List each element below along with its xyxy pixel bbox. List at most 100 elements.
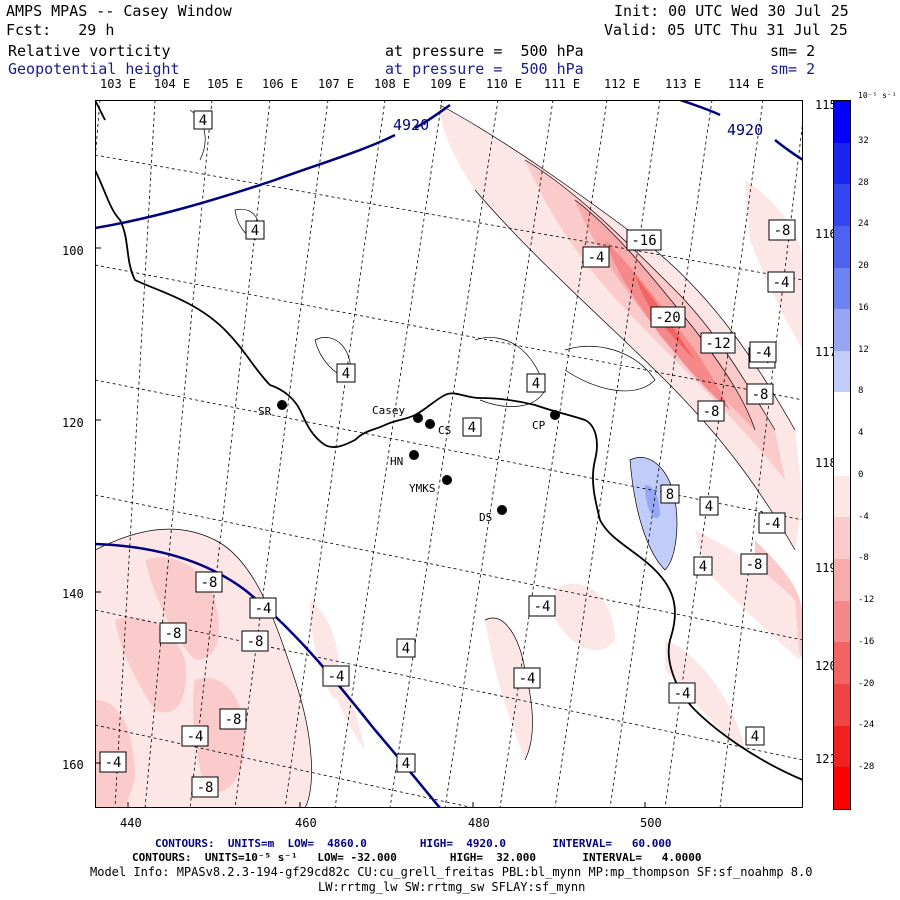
colorbar-swatch xyxy=(834,309,850,351)
vort-label: -4 xyxy=(255,601,272,617)
vort-label: -8 xyxy=(703,404,720,420)
vort-label: -4 xyxy=(764,516,781,532)
station-label-sr: SR xyxy=(258,405,272,418)
station-marker-ds xyxy=(497,505,507,515)
vort-label: -4 xyxy=(105,755,122,771)
station-marker-hn xyxy=(409,450,419,460)
vort-label: -8 xyxy=(165,626,182,642)
vort-label: -4 xyxy=(755,345,772,361)
colorbar-label: -24 xyxy=(858,720,875,731)
station-label-cs: CS xyxy=(438,424,451,437)
vort-label: -8 xyxy=(197,780,214,796)
station-marker-cs xyxy=(425,419,435,429)
lon-label: 110 E xyxy=(486,77,523,91)
map-plot: 4920 4920 4 4 4 4 4 4 4 4 4 4 8 -4 -4 -4… xyxy=(95,100,803,808)
colorbar-label: 12 xyxy=(858,344,869,355)
colorbar-swatch xyxy=(834,725,850,768)
station-label-ds: DS xyxy=(479,511,492,524)
vort-label: -4 xyxy=(534,599,551,615)
colorbar-label: 24 xyxy=(858,219,869,230)
vort-label: -16 xyxy=(631,233,656,249)
valid-time: Valid: 05 UTC Thu 31 Jul 25 xyxy=(604,21,848,39)
colorbar-label: 28 xyxy=(858,177,869,188)
vort-label: -8 xyxy=(752,387,769,403)
vort-label: 4 xyxy=(402,756,410,772)
colorbar-swatch xyxy=(834,350,850,393)
colorbar-label: -8 xyxy=(858,553,869,564)
lon-label: 103 E xyxy=(100,77,137,91)
colorbar-swatch xyxy=(834,517,850,560)
colorbar-label: 4 xyxy=(858,428,864,439)
field1-sm: sm= 2 xyxy=(770,42,816,60)
vort-label: -4 xyxy=(773,275,790,291)
stations: SR Casey CS HN YMKS CP DS xyxy=(258,400,560,524)
vort-label: -8 xyxy=(201,575,218,591)
vort-label: 4 xyxy=(199,113,207,129)
field1-level: at pressure = 500 hPa xyxy=(385,42,584,60)
forecast-hour: Fcst: 29 h xyxy=(6,21,115,39)
lon-label: 105 E xyxy=(207,77,244,91)
lon-label: 109 E xyxy=(430,77,467,91)
lon-label: 106 E xyxy=(262,77,299,91)
height-contour-label: 4920 xyxy=(727,121,763,139)
colorbar-swatch xyxy=(834,225,850,268)
map-frame xyxy=(95,100,803,808)
lon-label: 113 E xyxy=(665,77,702,91)
vorticity-patch xyxy=(485,618,533,760)
vorticity-labels: 4 4 4 4 4 4 4 4 4 4 8 -4 -4 -4 -4 -4 -4 … xyxy=(99,110,796,798)
x-tick-label: 500 xyxy=(640,816,662,830)
colorbar-label: -16 xyxy=(858,636,875,647)
station-marker-sr xyxy=(277,400,287,410)
colorbar-label: 8 xyxy=(858,386,864,397)
lon-label: 112 E xyxy=(604,77,641,91)
colorbar-label: -4 xyxy=(858,511,869,522)
station-marker-casey xyxy=(413,413,423,423)
colorbar-swatch xyxy=(834,767,850,809)
vort-label: 4 xyxy=(705,499,713,515)
colorbar-label: 20 xyxy=(858,261,869,272)
vort-label: -8 xyxy=(774,223,791,239)
coastline xyxy=(95,100,803,781)
x-tick-label: 460 xyxy=(295,816,317,830)
model-info: Model Info: MPASv8.2.3-194-gf29cd82c CU:… xyxy=(90,865,813,879)
axis-ticks xyxy=(95,247,646,808)
colorbar-swatch xyxy=(834,392,850,435)
vort-label: -20 xyxy=(655,310,680,326)
lon-label: 108 E xyxy=(374,77,411,91)
y-tick-label: 140 xyxy=(62,587,84,601)
station-label-ymks: YMKS xyxy=(409,482,436,495)
colorbar-swatch xyxy=(834,142,850,185)
vort-label: 4 xyxy=(251,223,259,239)
colorbar-swatch xyxy=(834,184,850,226)
height-contour-label: 4920 xyxy=(393,116,429,134)
vorticity-contour-info: CONTOURS: UNITS=10⁻⁵ s⁻¹ LOW= -32.000 HI… xyxy=(132,851,702,864)
vort-label: -4 xyxy=(519,671,536,687)
colorbar-swatch xyxy=(834,434,850,476)
vort-label: 8 xyxy=(666,487,674,503)
colorbar-swatch xyxy=(834,475,850,518)
height-contour-info: CONTOURS: UNITS=m LOW= 4860.0 HIGH= 4920… xyxy=(155,837,672,850)
vort-label: 4 xyxy=(468,420,476,436)
colorbar-label: 16 xyxy=(858,302,869,313)
vort-label: -8 xyxy=(247,634,264,650)
station-label-cp: CP xyxy=(532,419,546,432)
colorbar-swatch xyxy=(834,559,850,601)
vort-label: -4 xyxy=(187,729,204,745)
colorbar-label: 32 xyxy=(858,135,869,146)
colorbar-unit: 10⁻⁵ s⁻¹ xyxy=(858,91,897,100)
vort-label: -4 xyxy=(328,669,345,685)
x-tick-label: 440 xyxy=(120,816,142,830)
field2-name: Geopotential height xyxy=(8,60,180,78)
x-tick-label: 480 xyxy=(468,816,490,830)
vort-label: 4 xyxy=(532,376,540,392)
y-tick-label: 120 xyxy=(62,416,84,430)
vorticity-patch xyxy=(555,583,615,651)
model-info-2: LW:rrtmg_lw SW:rrtmg_sw SFLAY:sf_mynn xyxy=(318,880,586,894)
vort-label: -8 xyxy=(746,557,763,573)
vort-label: -4 xyxy=(674,686,691,702)
lon-label: 111 E xyxy=(544,77,581,91)
lon-label: 104 E xyxy=(154,77,191,91)
lon-label: 107 E xyxy=(318,77,355,91)
colorbar-swatch xyxy=(834,683,850,726)
vort-label: -12 xyxy=(705,336,730,352)
